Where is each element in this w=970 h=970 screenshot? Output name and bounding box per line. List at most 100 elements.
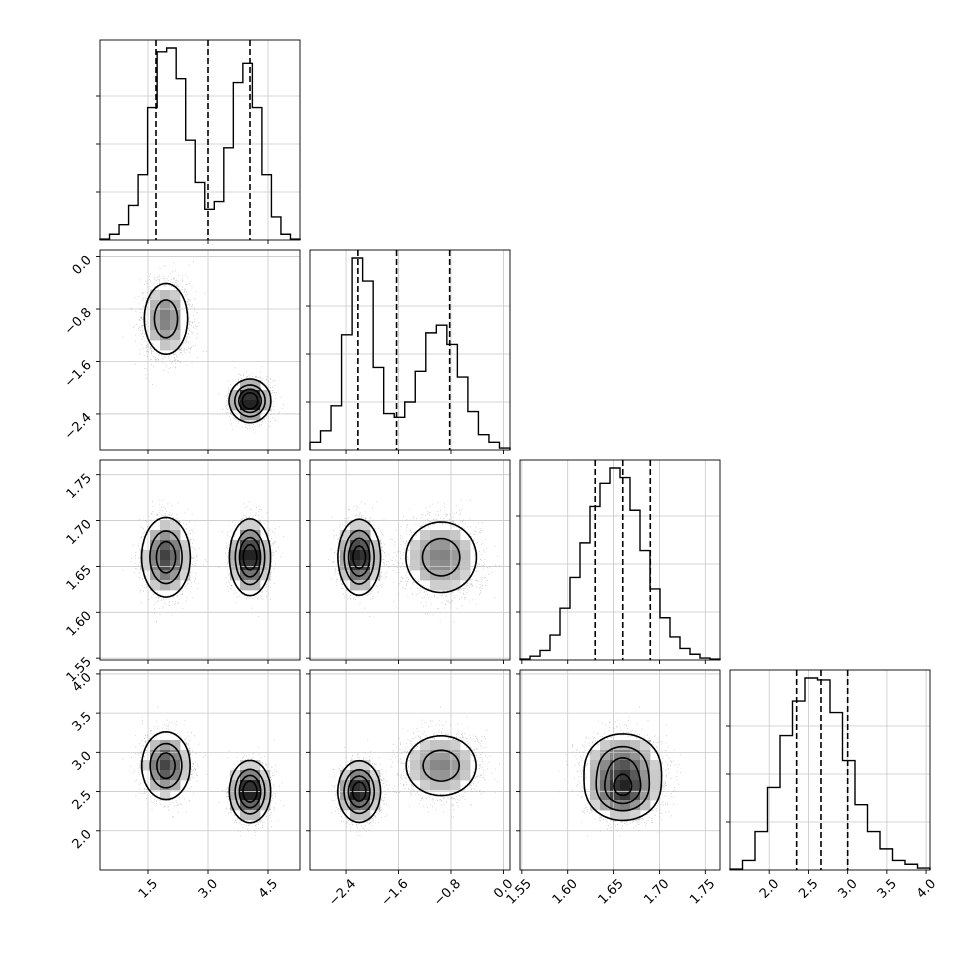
density-cell (420, 770, 431, 781)
density-cell (610, 760, 621, 771)
y-tick-label: 0.0 (70, 253, 95, 278)
density-cell (240, 790, 251, 801)
density-cell (360, 560, 371, 571)
density-cell (590, 750, 601, 761)
x-tick-label: −2.4 (326, 876, 359, 909)
panel-frame (309, 459, 511, 661)
density-cell (160, 310, 171, 321)
density-cell (440, 540, 451, 551)
x-tick-label: 2.0 (757, 876, 782, 901)
density-cell (160, 750, 171, 761)
density-cell (230, 560, 241, 571)
density-cell (590, 770, 601, 781)
density-cell (460, 750, 471, 761)
density-cell (450, 560, 461, 571)
density-cell (360, 580, 371, 591)
density-cell (430, 780, 441, 791)
density-cell (160, 790, 171, 801)
density-cell (250, 580, 261, 591)
contour-line (155, 536, 262, 578)
x-tick-label: 4.5 (256, 876, 281, 901)
density-cell (240, 520, 251, 531)
contour-line (149, 742, 266, 815)
contour-line (242, 543, 258, 571)
panel-frame (309, 669, 511, 871)
density-cell (340, 790, 351, 801)
y-tick-label: 3.5 (70, 709, 95, 734)
contour-line (337, 518, 478, 597)
density-cell (640, 740, 651, 751)
density-cell (410, 770, 421, 781)
x-tick-label: 3.5 (875, 876, 900, 901)
density-cell (630, 780, 641, 791)
y-tick-label: −1.6 (62, 358, 95, 391)
density-cell (600, 790, 611, 801)
density-cell (180, 540, 191, 551)
density-cell (420, 740, 431, 751)
x-tick-label: 2.5 (796, 876, 821, 901)
density-cell (250, 400, 261, 411)
y-tick-label: −0.8 (62, 305, 95, 338)
x-tick-label: −1.6 (379, 876, 412, 909)
density-cell (440, 750, 451, 761)
density-cell (170, 580, 181, 591)
density-cell (440, 550, 451, 561)
contour-line (352, 545, 367, 570)
density-cell (360, 780, 371, 791)
grid-layer (100, 40, 930, 870)
density-cell (630, 790, 641, 801)
density-cell (370, 790, 381, 801)
density-cell (170, 330, 181, 341)
panel-frame (729, 669, 931, 871)
density-cell (240, 770, 251, 781)
density-cell (160, 340, 171, 351)
density-cell (460, 760, 471, 771)
density-cell (460, 550, 471, 561)
panel-frame (99, 669, 301, 871)
density-cell (610, 750, 621, 761)
density-cell (150, 540, 161, 551)
density-cell (160, 580, 171, 591)
contour-line (583, 733, 663, 822)
density-cell (410, 540, 421, 551)
density-cell (410, 550, 421, 561)
density-cell (640, 800, 651, 811)
histogram-step (729, 677, 931, 870)
density-cell (430, 770, 441, 781)
density-cell (440, 760, 451, 771)
contour-line (595, 745, 651, 812)
density-cell (620, 800, 631, 811)
density-cell (650, 760, 661, 771)
density-cell (460, 560, 471, 571)
density-cell (410, 560, 421, 571)
panel-frame (99, 459, 301, 661)
contour-line (336, 735, 477, 824)
scatter-points (558, 706, 681, 837)
density-cell (160, 320, 171, 331)
density-cell (180, 760, 191, 771)
density-cell (250, 760, 261, 771)
density-cell (450, 570, 461, 581)
density-cell (170, 300, 181, 311)
density-cell (360, 760, 371, 771)
histogram-step (309, 257, 511, 450)
scatter-points-layer (122, 260, 681, 837)
contour-line (242, 780, 258, 803)
density-cell (420, 530, 431, 541)
density-cell (160, 520, 171, 531)
density-cell (600, 740, 611, 751)
density-cell (170, 290, 181, 301)
density-cell (590, 780, 601, 791)
x-tick-label: 1.65 (596, 876, 627, 907)
density-cell (350, 810, 361, 821)
tick-labels-layer: 1.5 3.0 4.5 −2.4 −1.6 −0.8 0.01.55 1.60 1.65 1.70… (62, 253, 939, 910)
density-cell (430, 530, 441, 541)
density-cell (170, 570, 181, 581)
density-cell (420, 540, 431, 551)
density-cell (360, 540, 371, 551)
density-cell (430, 740, 441, 751)
density-cell (420, 760, 431, 771)
density-cell (630, 750, 641, 761)
density-cell (440, 560, 451, 571)
density-cell (250, 380, 261, 391)
